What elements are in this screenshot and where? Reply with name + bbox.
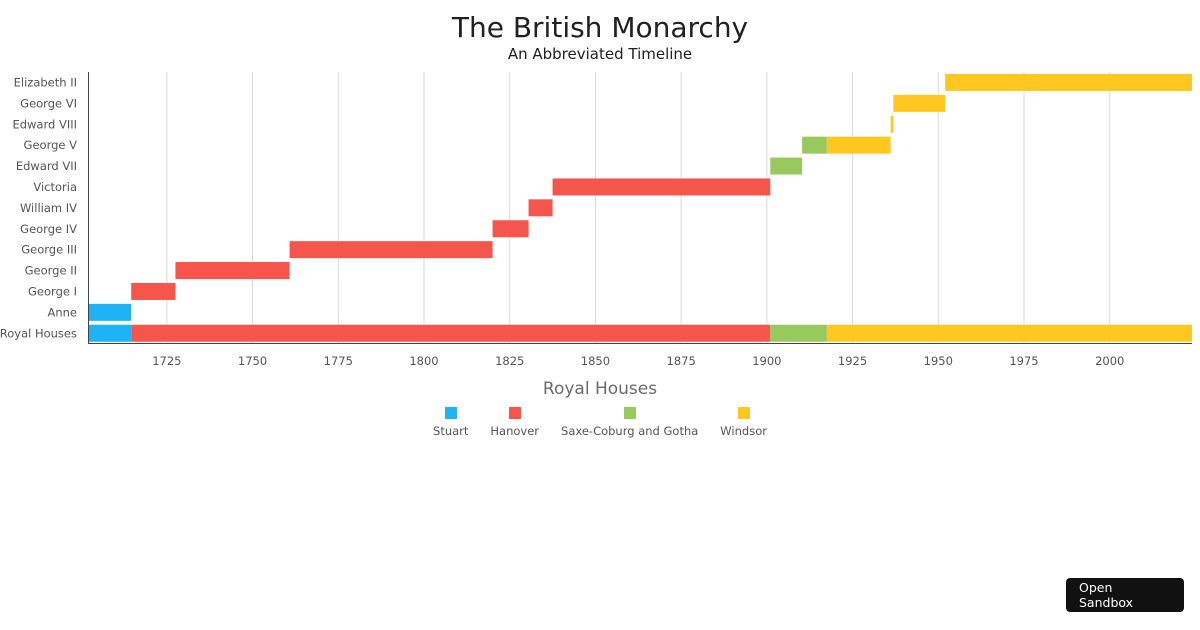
legend-item-stuart[interactable]: Stuart bbox=[433, 407, 468, 438]
y-label-george-ii: George II bbox=[25, 264, 77, 278]
timeline-bars bbox=[88, 73, 1192, 342]
legend-swatch-hanover bbox=[508, 407, 521, 419]
legend-item-hanover[interactable]: Hanover bbox=[490, 407, 539, 438]
bar-george-i-hanover[interactable] bbox=[131, 282, 176, 300]
bar-elizabeth-ii-windsor[interactable] bbox=[945, 73, 1192, 91]
bar-royal-houses-hanover[interactable] bbox=[131, 324, 771, 342]
legend-label: Hanover bbox=[490, 424, 540, 438]
y-label-elizabeth-ii: Elizabeth II bbox=[14, 75, 77, 89]
legend-item-saxe-coburg-and-gotha[interactable]: Saxe-Coburg and Gotha bbox=[561, 407, 698, 438]
x-tick-label: 1925 bbox=[838, 354, 867, 368]
legend-swatch-saxe-coburg-and-gotha bbox=[623, 407, 636, 419]
bar-william-iv-hanover[interactable] bbox=[528, 199, 553, 217]
bar-edward-vii-saxe-coburg-and-gotha[interactable] bbox=[770, 157, 803, 175]
y-label-royal-houses: Royal Houses bbox=[0, 326, 77, 340]
bar-edward-viii-windsor[interactable] bbox=[890, 115, 894, 133]
y-label-william-iv: William IV bbox=[20, 201, 77, 215]
bar-royal-houses-stuart[interactable] bbox=[88, 324, 132, 342]
y-label-anne: Anne bbox=[47, 305, 77, 319]
bar-george-ii-hanover[interactable] bbox=[175, 262, 290, 280]
legend-swatch-stuart bbox=[444, 407, 457, 419]
bar-george-vi-windsor[interactable] bbox=[893, 94, 946, 112]
bar-george-iv-hanover[interactable] bbox=[492, 220, 529, 238]
bar-royal-houses-saxe-coburg-and-gotha[interactable] bbox=[770, 324, 827, 342]
legend: Stuart Hanover Saxe-Coburg and Gotha Windso… bbox=[0, 407, 1200, 438]
bar-victoria-hanover[interactable] bbox=[552, 178, 771, 196]
legend-title: Royal Houses bbox=[542, 379, 658, 399]
y-label-edward-vii: Edward VII bbox=[16, 159, 77, 173]
x-tick-label: 1950 bbox=[924, 354, 953, 368]
legend-label: Windsor bbox=[720, 424, 767, 438]
legend-label: Saxe-Coburg and Gotha bbox=[561, 424, 699, 438]
x-tick-label: 1875 bbox=[667, 354, 696, 368]
y-label-edward-viii: Edward VIII bbox=[12, 117, 77, 131]
x-tick-label: 1775 bbox=[324, 354, 353, 368]
x-tick-label: 2000 bbox=[1095, 354, 1124, 368]
x-axis-labels: 1725 1750 1775 1800 1825 1850 1875 1900 1925 1950… bbox=[152, 354, 1124, 368]
x-tick-label: 1975 bbox=[1009, 354, 1038, 368]
legend-item-windsor[interactable]: Windsor bbox=[720, 407, 767, 438]
x-tick-label: 1825 bbox=[495, 354, 524, 368]
legend-label: Stuart bbox=[433, 424, 469, 438]
y-label-george-i: George I bbox=[28, 284, 77, 298]
x-tick-label: 1725 bbox=[152, 354, 181, 368]
bar-george-iii-hanover[interactable] bbox=[289, 241, 493, 259]
y-label-george-vi: George VI bbox=[20, 96, 77, 110]
bar-anne-stuart[interactable] bbox=[88, 303, 132, 321]
y-label-victoria: Victoria bbox=[33, 180, 77, 194]
y-label-george-iv: George IV bbox=[20, 222, 77, 236]
bar-royal-houses-windsor[interactable] bbox=[826, 324, 1192, 342]
bar-george-v-saxe-coburg-and-gotha[interactable] bbox=[802, 136, 827, 154]
timeline-chart: Elizabeth II George VI Edward VIII George V… bbox=[0, 72, 1192, 368]
chart-title: The British Monarchy bbox=[451, 11, 749, 44]
x-tick-label: 1750 bbox=[238, 354, 267, 368]
grid-lines bbox=[166, 72, 1111, 343]
open-sandbox-button[interactable]: Open Sandbox bbox=[1066, 578, 1184, 612]
y-axis-labels: Elizabeth II George VI Edward VIII George V… bbox=[0, 75, 77, 340]
y-label-george-v: George V bbox=[24, 138, 78, 152]
y-label-george-iii: George III bbox=[21, 243, 77, 257]
x-tick-label: 1800 bbox=[409, 354, 438, 368]
x-tick-label: 1850 bbox=[581, 354, 610, 368]
x-tick-label: 1900 bbox=[752, 354, 781, 368]
axes bbox=[88, 72, 1192, 344]
legend-swatch-windsor bbox=[737, 407, 750, 419]
bar-george-v-windsor[interactable] bbox=[826, 136, 891, 154]
chart-subtitle: An Abbreviated Timeline bbox=[507, 45, 693, 63]
